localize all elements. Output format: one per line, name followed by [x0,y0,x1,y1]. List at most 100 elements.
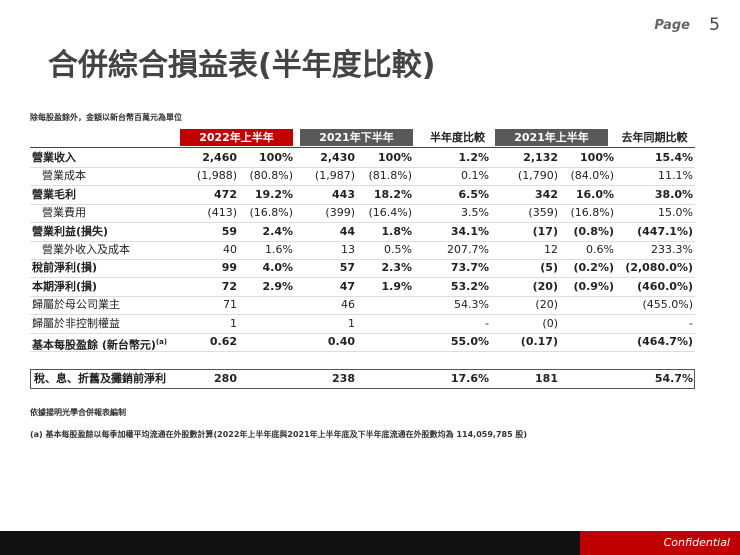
table-cell: 55.0% [450,335,489,348]
table-cell: 1 [348,316,355,330]
table-cell: 12 [544,243,558,256]
row-rule [30,314,695,316]
header-rule [30,147,695,148]
table-cell: (20) [535,298,558,312]
table-cell: (80.8%) [249,169,293,183]
table-cell: 2,460 [202,151,237,164]
column-header: 2022年上半年 [180,129,293,146]
table-cell: 16.0% [575,187,614,201]
row-rule [30,295,695,297]
footer-accent [580,531,740,555]
row-rule [30,277,695,279]
table-cell: (17) [532,224,558,238]
row-rule [30,240,695,242]
table-cell: 1.8% [381,224,412,238]
row-label: 歸屬於非控制權益 [32,316,120,330]
table-cell: (1,988) [196,169,237,183]
table-cell: (413) [207,206,237,220]
table-cell: 3.5% [461,206,489,220]
row-rule [30,185,695,187]
table-cell: 238 [332,372,355,385]
table-cell: 1.6% [265,243,293,256]
table-cell: 181 [535,372,558,385]
row-rule [30,259,695,260]
table-cell: 46 [341,298,355,312]
column-header: 2021年下半年 [300,129,413,146]
table-cell: 1.2% [458,151,489,164]
row-label: 營業外收入及成本 [42,243,130,256]
table-cell: 2.9% [262,279,293,293]
page-label: Page [654,18,690,33]
table-cell: 73.7% [450,261,489,275]
column-header: 半年度比較 [430,131,485,144]
table-cell: - [485,316,489,330]
table-cell: 0.1% [461,169,489,183]
row-label: 營業費用 [42,206,86,220]
table-cell: (399) [325,206,355,220]
table-cell: 100% [580,151,614,164]
row-rule [30,351,695,352]
table-cell: 0.6% [586,243,614,256]
table-cell: 72 [221,279,237,293]
table-cell: (460.0%) [637,279,693,293]
ebitda-box [30,369,695,389]
table-cell: 13 [341,243,355,256]
table-cell: (0) [542,316,558,330]
table-cell: (2,080.0%) [625,261,693,275]
table-cell: (0.17) [520,335,558,348]
footnote: (a) 基本每股盈餘以每季加權平均流通在外股數計算(2022年上半年底與2021… [30,430,528,439]
row-rule [30,167,695,168]
row-label: 營業利益(損失) [32,224,109,238]
table-cell: (359) [528,206,558,220]
table-cell: 100% [259,151,293,164]
label-note: (a) [155,338,168,346]
table-cell: (447.1%) [637,224,693,238]
row-rule [30,332,695,334]
row-label: 稅、息、折舊及攤銷前淨利 [34,372,166,385]
table-cell: 2,132 [523,151,558,164]
table-cell: 2.3% [381,261,412,275]
table-cell: 99 [221,261,237,275]
row-rule [30,222,695,224]
table-cell: (464.7%) [637,335,693,348]
row-label: 稅前淨利(損) [32,261,98,275]
row-label: 歸屬於母公司業主 [32,298,120,312]
page-number: 5 [709,15,720,35]
unit-note: 除每股盈餘外，金額以新台幣百萬元為單位 [30,113,182,122]
table-cell: 1 [230,316,237,330]
row-label: 基本每股盈餘 (新台幣元)(a) [32,338,168,352]
table-cell: 15.0% [658,206,693,220]
table-cell: 2.4% [262,224,293,238]
table-cell: 100% [378,151,412,164]
table-cell: 44 [339,224,355,238]
table-cell: (0.9%) [573,279,614,293]
footnote: 依據揚明光學合併報表編制 [30,408,126,417]
table-cell: 54.7% [654,372,693,385]
confidential: Confidential [663,536,730,549]
table-cell: 0.5% [384,243,412,256]
table-cell: 233.3% [651,243,693,256]
table-cell: 57 [339,261,355,275]
column-header: 去年同期比較 [621,131,688,144]
table-cell: 54.3% [454,298,489,312]
table-cell: - [689,316,693,330]
table-cell: 342 [535,187,558,201]
table-cell: 34.1% [450,224,489,238]
table-cell: (1,987) [314,169,355,183]
table-cell: (84.0%) [570,169,614,183]
table-cell: 2,430 [320,151,355,164]
row-label: 本期淨利(損) [32,279,98,293]
row-rule [30,203,695,205]
table-cell: (0.2%) [573,261,614,275]
table-cell: (20) [532,279,558,293]
table-cell: 18.2% [373,187,412,201]
table-cell: 53.2% [450,279,489,293]
table-cell: 59 [221,224,237,238]
table-cell: 40 [223,243,237,256]
slide-title: 合併綜合損益表(半年度比較) [48,48,436,83]
table-cell: 19.2% [254,187,293,201]
table-cell: (0.8%) [573,224,614,238]
table-cell: 472 [214,187,237,201]
table-cell: 15.4% [654,151,693,164]
